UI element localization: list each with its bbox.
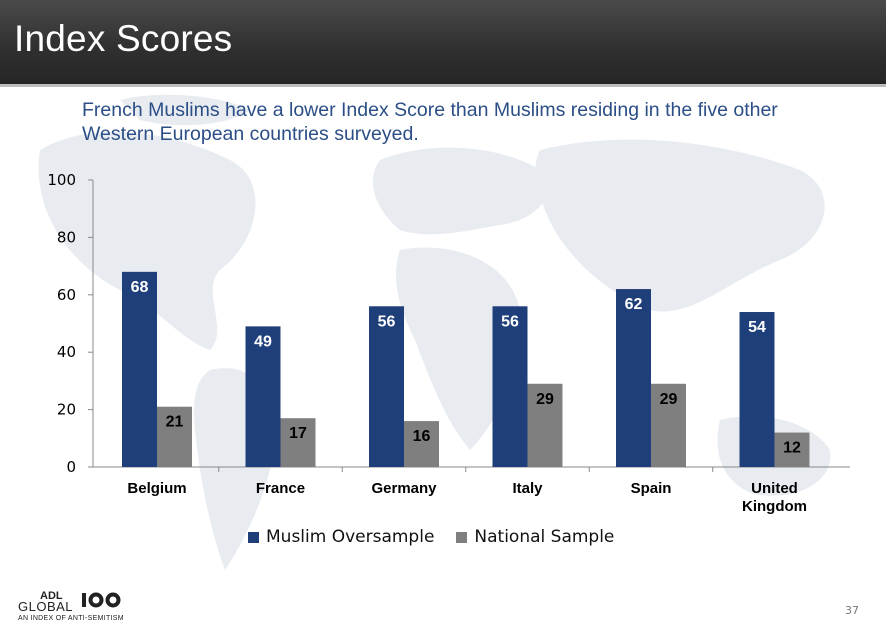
data-label-muslim-oversample: 56 [378, 313, 396, 330]
bar-national-sample [527, 383, 563, 467]
logo-100-icon [82, 592, 121, 608]
adl-global-100-logo: GLOBAL ADL AN INDEX OF ANTI-SEMITISM [18, 590, 148, 628]
x-tick-label: Spain [631, 480, 672, 497]
bar-national-sample [651, 383, 686, 467]
slide-subtitle: French Muslims have a lower Index Score … [82, 99, 778, 145]
data-label-national-sample: 16 [413, 428, 431, 445]
data-label-national-sample: 21 [166, 414, 184, 431]
logo-tagline: AN INDEX OF ANTI-SEMITISM [18, 615, 124, 622]
bar-muslim-oversample [369, 306, 404, 467]
bar-national-sample [404, 421, 439, 467]
x-tick-label: Italy [512, 480, 543, 497]
bar-muslim-oversample [616, 289, 651, 467]
x-tick-label: Kingdom [742, 498, 807, 515]
bar-national-sample [774, 432, 810, 467]
bar-value-labels: 68 21 49 17 56 16 56 29 62 29 54 12 [131, 279, 801, 457]
bar-muslim-oversample [492, 306, 528, 467]
x-tick-label: Belgium [127, 480, 186, 497]
legend-swatch-muslim-oversample [248, 531, 259, 543]
legend-item-national-sample: National Sample [456, 527, 614, 547]
legend-label-muslim-oversample: Muslim Oversample [266, 527, 435, 547]
bars [122, 271, 810, 467]
legend-label-national-sample: National Sample [474, 527, 615, 547]
data-label-muslim-oversample: 54 [748, 319, 766, 336]
x-tick-label: United [751, 480, 798, 497]
bar-muslim-oversample [122, 271, 157, 467]
data-label-muslim-oversample: 56 [501, 313, 519, 330]
data-label-national-sample: 17 [289, 425, 307, 442]
x-tick-label: Germany [371, 480, 437, 497]
data-label-national-sample: 12 [783, 440, 801, 457]
logo-word-adl: ADL [40, 590, 63, 602]
bar-muslim-oversample [739, 312, 775, 467]
legend-item-muslim-oversample: Muslim Oversample [248, 527, 434, 547]
logo-word-global: GLOBAL [18, 599, 74, 614]
data-label-muslim-oversample: 62 [625, 296, 643, 313]
x-axis: Belgium France Germany Italy Spain UnitedKing… [127, 467, 807, 515]
y-tick-label: 40 [57, 343, 76, 361]
page-number: 37 [845, 604, 859, 617]
header-bar: Index Scores [0, 0, 886, 87]
data-label-muslim-oversample: 68 [131, 279, 149, 296]
data-label-national-sample: 29 [660, 391, 678, 408]
y-tick-label: 0 [66, 458, 76, 476]
x-tick-label: France [256, 480, 305, 497]
data-label-muslim-oversample: 49 [254, 333, 272, 350]
y-tick-label: 80 [57, 228, 76, 246]
bar-national-sample [157, 406, 192, 467]
y-tick-label: 20 [57, 401, 76, 419]
legend-swatch-national-sample [456, 531, 468, 543]
chart-legend: Muslim Oversample National Sample [248, 527, 636, 547]
y-tick-label: 60 [57, 286, 76, 304]
y-tick-label: 100 [47, 171, 76, 189]
bar-national-sample [280, 418, 316, 467]
bar-muslim-oversample [245, 326, 281, 467]
data-label-national-sample: 29 [536, 391, 554, 408]
slide-title: Index Scores [14, 18, 233, 59]
